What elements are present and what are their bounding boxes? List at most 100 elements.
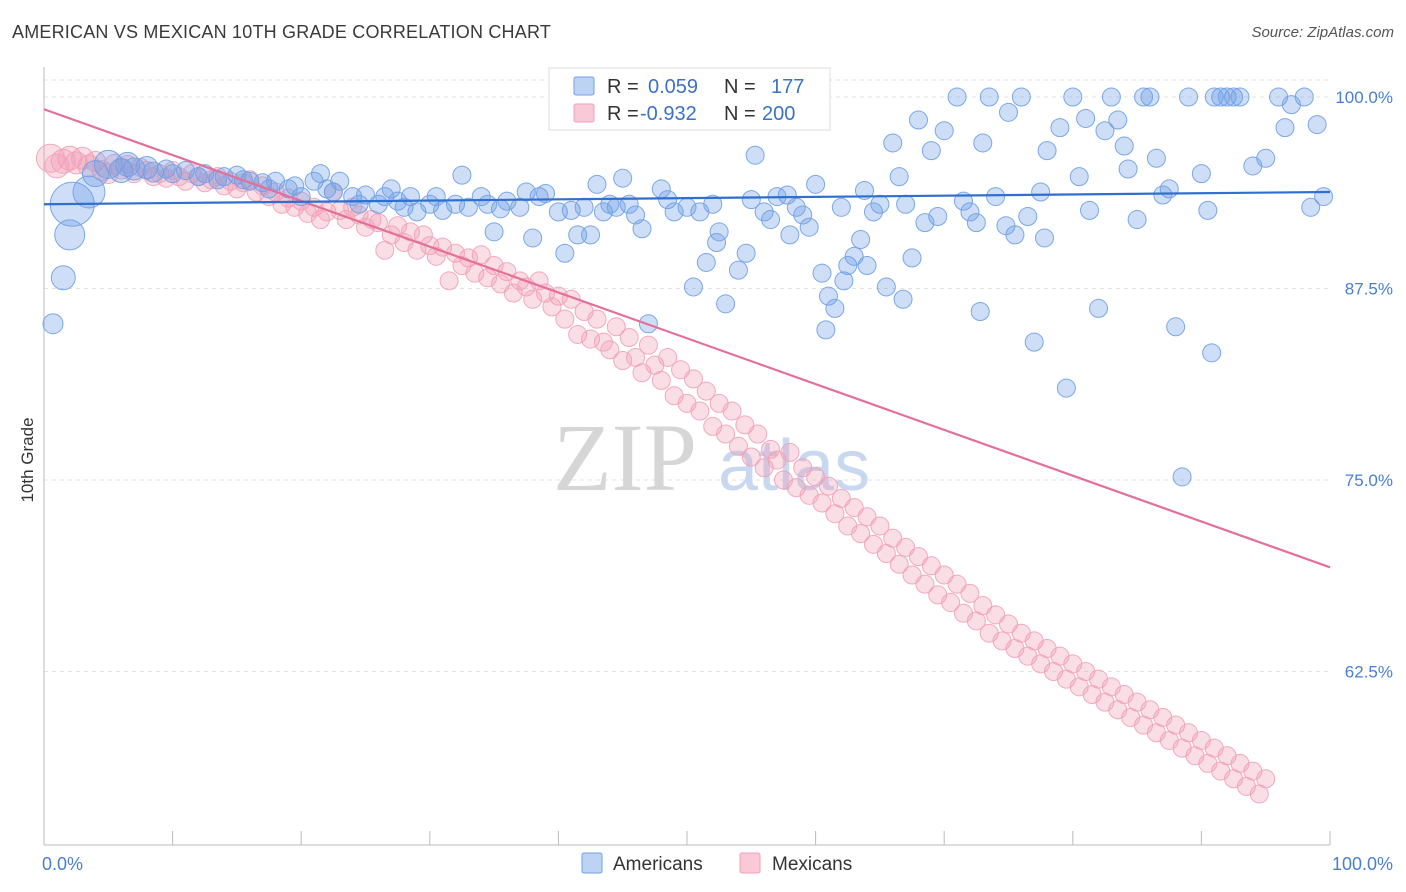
americans-point-120	[999, 102, 1018, 122]
y-tick-label-0: 62.5%	[1345, 663, 1393, 682]
americans-point-167	[915, 213, 935, 233]
americans-point-144	[1191, 164, 1211, 184]
americans-trend-line	[43, 190, 1331, 206]
mexicans-point-8	[91, 160, 113, 182]
americans-point-118	[979, 87, 999, 107]
mexicans-point-80	[555, 309, 575, 329]
mexicans-point-76	[529, 271, 549, 291]
mexicans-point-133	[896, 537, 916, 557]
mexicans-point-105	[716, 424, 736, 444]
mexicans-legend-swatch	[573, 103, 595, 123]
mexicans-point-135	[908, 547, 928, 567]
americans-point-164	[834, 271, 854, 291]
americans-point-63	[574, 197, 594, 217]
mexicans-point-149	[999, 614, 1018, 634]
americans-point-86	[745, 145, 765, 165]
americans-point-119	[986, 187, 1006, 207]
mexicans-point-86	[593, 332, 613, 352]
americans-point-5	[81, 160, 109, 188]
mexicans-point-132	[889, 554, 909, 574]
mexicans-point-136	[915, 574, 935, 594]
mexicans-point-134	[902, 565, 922, 585]
americans-legend-swatch	[573, 76, 595, 96]
americans-point-159	[1314, 187, 1334, 207]
americans-point-98	[831, 197, 851, 217]
mexicans-point-87	[600, 340, 620, 360]
americans-point-145	[1198, 200, 1218, 220]
mexicans-point-141	[947, 574, 967, 594]
americans-point-169	[1056, 378, 1076, 398]
mexicans-point-131	[883, 528, 903, 548]
stats-legend: R = 0.059 N = 177 R = -0.932 N = 200	[548, 67, 831, 131]
americans-point-168	[996, 216, 1016, 236]
mexicans-point-93	[638, 335, 658, 355]
mexicans-point-115	[780, 442, 800, 462]
americans-point-107	[889, 167, 909, 187]
mexicans-swatch	[739, 852, 761, 874]
mexicans-point-112	[761, 439, 781, 459]
americans-point-123	[1018, 206, 1038, 226]
americans-point-131	[1089, 298, 1109, 318]
mexicans-point-119	[806, 467, 826, 487]
americans-point-122	[1011, 87, 1031, 107]
mexicans-point-117	[793, 458, 813, 478]
americans-point-40	[394, 197, 414, 217]
americans-point-6	[93, 149, 123, 179]
mexicans-point-109	[741, 447, 761, 467]
americans-point-176	[902, 248, 922, 268]
americans-point-157	[1301, 197, 1321, 217]
americans-point-58	[536, 184, 556, 204]
americans-point-172	[1172, 467, 1192, 487]
americans-point-112	[934, 121, 954, 141]
americans-point-55	[516, 182, 536, 202]
mexicans-point-1	[44, 153, 70, 179]
americans-point-81	[703, 194, 723, 214]
americans-point-51	[484, 222, 504, 242]
americans-point-35	[356, 185, 375, 205]
americans-point-9	[122, 157, 146, 181]
americans-point-2	[54, 219, 86, 251]
americans-point-158	[1307, 115, 1327, 135]
mexicans-point-88	[606, 317, 626, 337]
mexicans-point-137	[921, 556, 941, 576]
y-tick-labels: 62.5% 75.0% 87.5% 100.0%	[1335, 88, 1393, 682]
americans-point-56	[523, 228, 543, 248]
mexicans-point-98	[671, 360, 691, 380]
americans-point-96	[818, 286, 838, 306]
x-tick-label-1: 100.0%	[1332, 854, 1393, 874]
mexicans-point-95	[651, 370, 671, 390]
mexicans-point-139	[934, 565, 954, 585]
americans-point-97	[825, 298, 845, 318]
americans-point-109	[908, 110, 928, 130]
americans-point-85	[741, 190, 761, 210]
americans-point-173	[1202, 343, 1222, 363]
americans-point-83	[716, 294, 736, 314]
y-tick-label-1: 75.0%	[1345, 471, 1393, 490]
americans-point-129	[1069, 167, 1089, 187]
americans-point-105	[876, 277, 896, 297]
americans-point-100	[844, 246, 864, 266]
americans-point-36	[368, 194, 388, 214]
americans-n-value: 177	[771, 76, 804, 98]
americans-point-110	[921, 141, 941, 161]
americans-point-141	[1159, 179, 1179, 199]
mexicans-point-126	[851, 524, 871, 544]
mexicans-point-70	[491, 274, 511, 294]
americans-point-150	[1230, 87, 1250, 107]
mexicans-n-value: 200	[762, 103, 795, 125]
mexicans-point-127	[857, 507, 877, 527]
americans-point-163	[816, 320, 836, 340]
americans-point-76	[664, 202, 684, 222]
x-tick-label-0: 0.0%	[42, 854, 83, 874]
americans-point-106	[883, 133, 903, 153]
mexicans-point-108	[735, 415, 755, 435]
americans-point-171	[1118, 159, 1138, 179]
americans-point-125	[1031, 182, 1051, 202]
axes	[43, 67, 1331, 846]
trend-lines	[43, 108, 1331, 569]
americans-point-165	[854, 180, 874, 200]
mexicans-point-84	[581, 329, 601, 349]
americans-point-161	[736, 243, 756, 263]
americans-point-87	[754, 202, 774, 222]
y-tick-label-3: 100.0%	[1335, 88, 1393, 107]
